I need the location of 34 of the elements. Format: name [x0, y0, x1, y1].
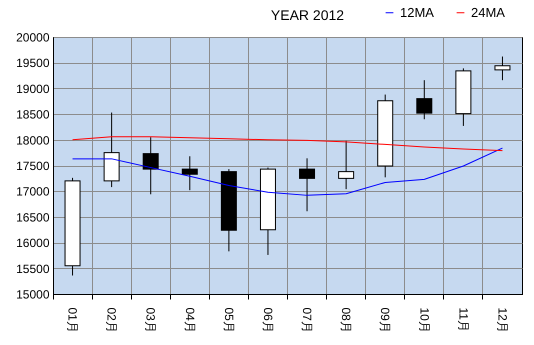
y-tick-label: 20000	[16, 30, 50, 44]
y-tick-label: 16000	[16, 236, 50, 250]
y-tick-label: 19000	[16, 82, 50, 96]
candlestick	[182, 156, 198, 191]
legend-label: 24MA	[471, 4, 506, 20]
y-tick-label: 17500	[16, 159, 50, 173]
y-tick-label: 15500	[16, 262, 50, 276]
y-tick-label: 18500	[16, 108, 50, 122]
x-tick-label: 07月	[300, 308, 314, 333]
x-tick-label: 12月	[495, 308, 510, 333]
candlestick	[338, 140, 354, 190]
x-tick-label: 02月	[104, 308, 119, 333]
candlestick	[494, 56, 510, 81]
y-tick-label: 17000	[16, 184, 50, 199]
line-series	[72, 148, 503, 196]
x-tick-label: 10月	[417, 308, 432, 333]
x-tick-label: 09月	[378, 308, 392, 333]
x-tick-label: 11月	[456, 308, 470, 332]
x-tick-label: 03月	[144, 308, 158, 333]
y-tick-label: 19500	[16, 56, 50, 70]
x-tick-label: 08月	[339, 308, 354, 333]
legend-label: 12MA	[400, 4, 434, 20]
candlestick	[416, 80, 432, 120]
x-tick-label: 01月	[66, 308, 80, 333]
x-tick-label: 06月	[260, 308, 275, 333]
line-series	[72, 136, 503, 152]
chart-title: YEAR 2012	[270, 7, 344, 23]
y-tick-label: 18000	[16, 133, 50, 148]
candlestick	[142, 136, 159, 195]
y-tick-label: 15000	[16, 288, 50, 302]
y-tick-label: 16500	[16, 210, 50, 224]
x-tick-label: 04月	[182, 308, 197, 333]
x-tick-label: 05月	[222, 308, 236, 333]
candlestick	[299, 158, 316, 212]
